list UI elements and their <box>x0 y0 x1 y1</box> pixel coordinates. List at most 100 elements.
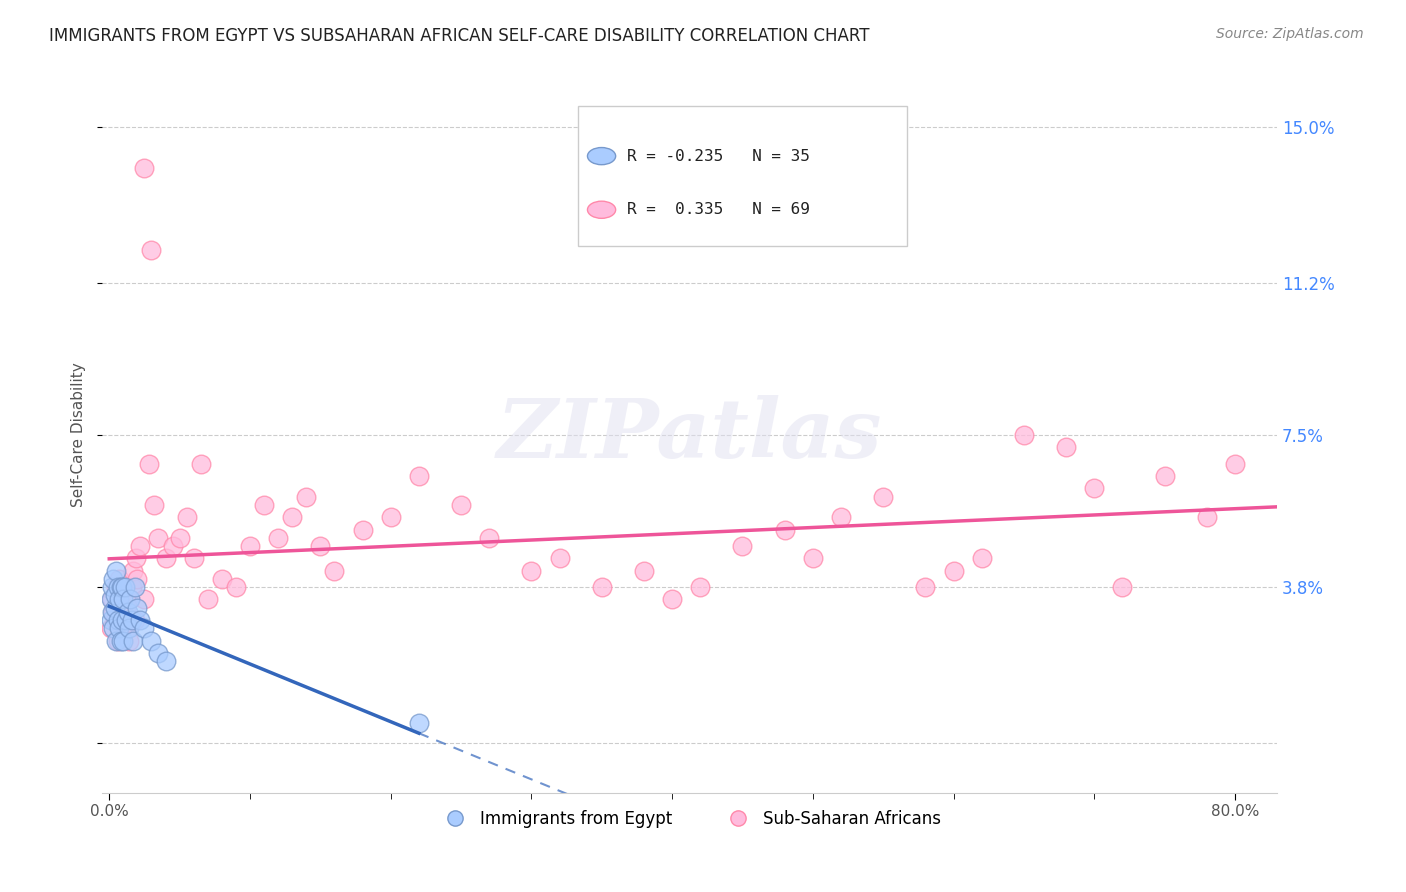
Point <box>103 621 125 635</box>
Point <box>661 592 683 607</box>
Point <box>352 523 374 537</box>
Point <box>1083 482 1105 496</box>
Point <box>115 613 138 627</box>
Point <box>112 633 135 648</box>
Point <box>309 539 332 553</box>
Point <box>773 523 796 537</box>
Point <box>105 633 128 648</box>
Text: R = -0.235   N = 35: R = -0.235 N = 35 <box>627 149 810 163</box>
Point <box>107 633 129 648</box>
Point <box>281 510 304 524</box>
Point <box>107 613 129 627</box>
Text: R =  0.335   N = 69: R = 0.335 N = 69 <box>627 202 810 218</box>
Point <box>125 551 148 566</box>
Point <box>104 588 127 602</box>
Point <box>121 580 143 594</box>
Circle shape <box>588 202 616 219</box>
Point <box>450 498 472 512</box>
Point <box>801 551 824 566</box>
FancyBboxPatch shape <box>578 106 907 245</box>
Point <box>120 592 142 607</box>
Point <box>872 490 894 504</box>
Point <box>122 633 145 648</box>
Point <box>1153 469 1175 483</box>
Point <box>169 531 191 545</box>
Point <box>114 580 136 594</box>
Point <box>323 564 346 578</box>
Point <box>478 531 501 545</box>
Point <box>225 580 247 594</box>
Point <box>110 580 132 594</box>
Text: ZIPatlas: ZIPatlas <box>496 395 883 475</box>
Point <box>141 243 163 257</box>
Point <box>110 592 132 607</box>
Point <box>211 572 233 586</box>
Text: IMMIGRANTS FROM EGYPT VS SUBSAHARAN AFRICAN SELF-CARE DISABILITY CORRELATION CHA: IMMIGRANTS FROM EGYPT VS SUBSAHARAN AFRI… <box>49 27 870 45</box>
Point <box>104 600 127 615</box>
Point <box>121 613 143 627</box>
Point <box>176 510 198 524</box>
Point <box>1012 428 1035 442</box>
Point <box>112 580 135 594</box>
Point <box>942 564 965 578</box>
Point <box>100 592 122 607</box>
Point <box>591 580 613 594</box>
Circle shape <box>588 147 616 165</box>
Point <box>408 469 430 483</box>
Y-axis label: Self-Care Disability: Self-Care Disability <box>72 363 86 508</box>
Point <box>104 613 127 627</box>
Point <box>134 621 156 635</box>
Point <box>197 592 219 607</box>
Point <box>118 621 141 635</box>
Point <box>914 580 936 594</box>
Point <box>380 510 402 524</box>
Point <box>111 580 134 594</box>
Point <box>129 539 152 553</box>
Point <box>124 613 146 627</box>
Point <box>101 592 124 607</box>
Point <box>100 613 122 627</box>
Point <box>111 621 134 635</box>
Point <box>143 498 166 512</box>
Point <box>100 621 122 635</box>
Point <box>162 539 184 553</box>
Point <box>148 531 170 545</box>
Point <box>970 551 993 566</box>
Point <box>105 580 128 594</box>
Point <box>183 551 205 566</box>
Point <box>633 564 655 578</box>
Point <box>141 633 163 648</box>
Point <box>122 564 145 578</box>
Point <box>253 498 276 512</box>
Point <box>689 580 711 594</box>
Point <box>103 605 125 619</box>
Point <box>111 613 134 627</box>
Point <box>134 592 156 607</box>
Point <box>1195 510 1218 524</box>
Point <box>731 539 754 553</box>
Point <box>112 592 135 607</box>
Point <box>108 572 131 586</box>
Point <box>1054 441 1077 455</box>
Point <box>548 551 571 566</box>
Point <box>155 654 177 668</box>
Point <box>110 633 132 648</box>
Point <box>117 605 139 619</box>
Point <box>115 600 138 615</box>
Point <box>118 633 141 648</box>
Point <box>134 161 156 175</box>
Point <box>103 572 125 586</box>
Point <box>120 592 142 607</box>
Point <box>155 551 177 566</box>
Point <box>295 490 318 504</box>
Point <box>101 580 124 594</box>
Point <box>148 646 170 660</box>
Point <box>108 621 131 635</box>
Point <box>408 715 430 730</box>
Point <box>138 457 160 471</box>
Point <box>107 580 129 594</box>
Point <box>127 572 149 586</box>
Point <box>267 531 290 545</box>
Point <box>101 605 124 619</box>
Point <box>105 564 128 578</box>
